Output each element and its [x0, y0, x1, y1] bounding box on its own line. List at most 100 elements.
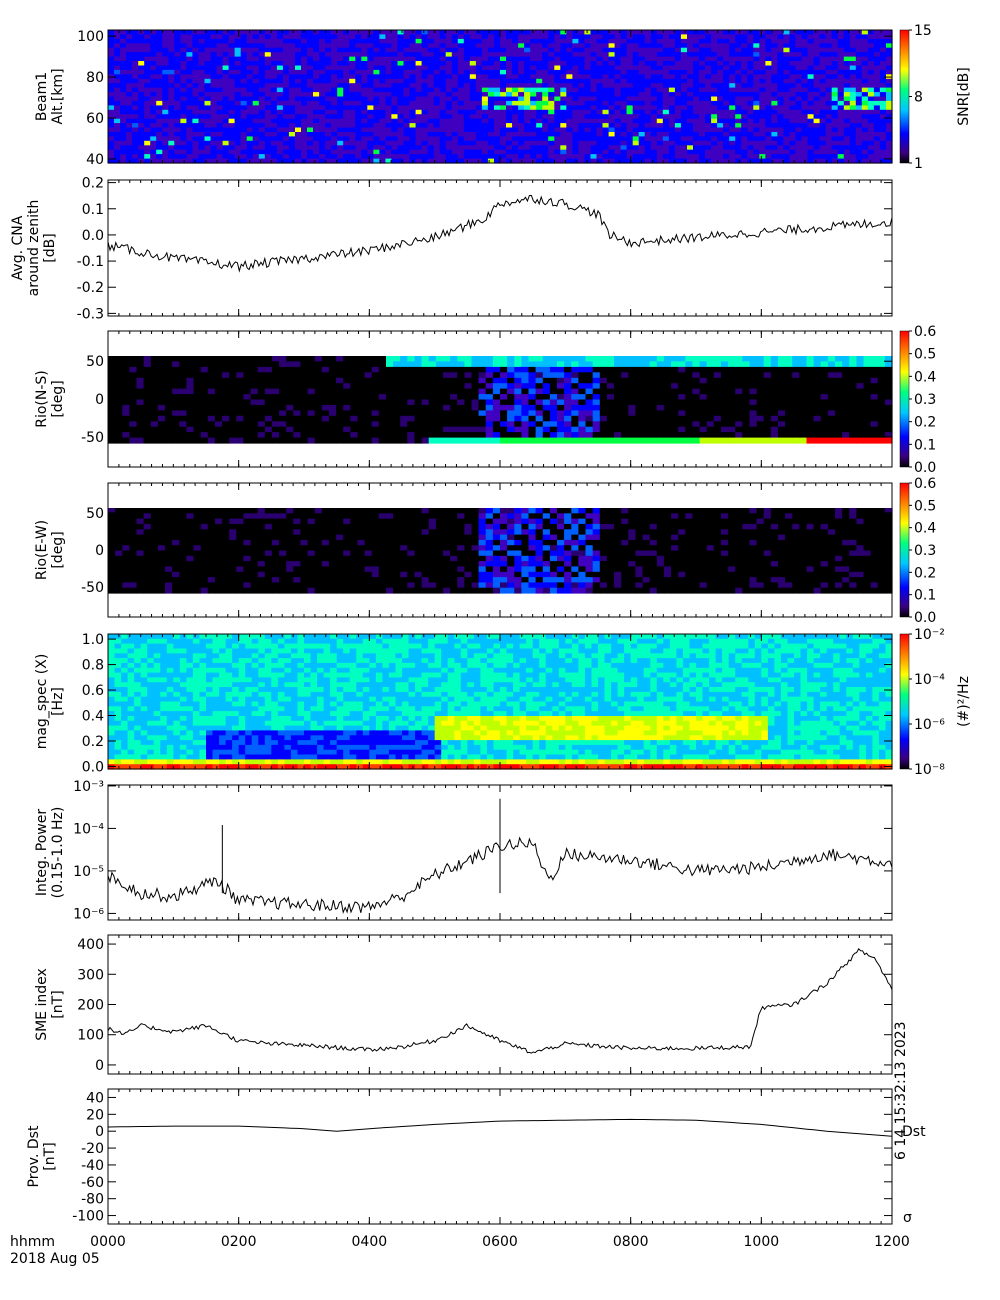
heatmap-cell: [602, 30, 610, 35]
heatmap-cell: [549, 410, 558, 417]
heatmap-cell: [258, 47, 266, 53]
heatmap-cell: [174, 100, 181, 106]
heatmap-cell: [837, 123, 845, 129]
heatmap-cell: [843, 100, 851, 106]
heatmap-cell: [313, 92, 320, 98]
heatmap-cell: [596, 105, 604, 111]
heatmap-cell: [578, 100, 585, 106]
heatmap-cell: [367, 109, 374, 115]
heatmap-cell: [554, 96, 561, 102]
heatmap-cell: [214, 426, 223, 433]
heatmap-cell: [379, 43, 386, 49]
heatmap-cell: [801, 105, 809, 111]
heatmap-cell: [216, 52, 224, 58]
heatmap-cell: [421, 92, 429, 98]
heatmap-cell: [463, 52, 471, 58]
heatmap-cell: [584, 105, 591, 111]
heatmap-cell: [319, 123, 326, 129]
heatmap-cell: [789, 105, 797, 111]
heatmap-cell: [288, 145, 296, 151]
heatmap-cell: [301, 56, 308, 62]
heatmap-cell: [494, 69, 501, 75]
heatmap-cell: [771, 43, 778, 49]
heatmap-cell: [301, 154, 308, 160]
heatmap-cell: [528, 372, 537, 379]
heatmap-cell: [457, 415, 465, 422]
heatmap-cell: [421, 52, 429, 58]
heatmap-cell: [156, 87, 163, 93]
heatmap-cell: [699, 38, 706, 44]
heatmap-cell: [819, 100, 827, 106]
heatmap-cell: [246, 52, 254, 58]
heatmap-cell: [403, 78, 411, 84]
heatmap-cell: [228, 61, 236, 66]
heatmap-cell: [463, 109, 471, 115]
heatmap-cell: [548, 87, 555, 93]
heatmap-cell: [325, 96, 332, 102]
heatmap-cell: [403, 69, 411, 75]
heatmap-cell: [222, 399, 230, 406]
heatmap-cell: [592, 394, 601, 401]
heatmap-cell: [705, 109, 712, 115]
heatmap-cell: [644, 100, 652, 106]
heatmap-cell: [554, 38, 561, 44]
heatmap-cell: [620, 140, 628, 146]
heatmap-cell: [343, 426, 351, 433]
heatmap-cell: [385, 56, 392, 62]
heatmap-cell: [192, 145, 199, 151]
heatmap-cell: [282, 74, 290, 80]
heatmap-cell: [198, 43, 206, 49]
heatmap-cell: [143, 426, 152, 433]
heatmap-cell: [795, 87, 803, 93]
heatmap-cell: [560, 34, 567, 40]
heatmap-cell: [150, 404, 159, 411]
heatmap-cell: [524, 158, 531, 164]
heatmap-cell: [518, 74, 525, 80]
heatmap-cell: [252, 114, 260, 120]
heatmap-cell: [433, 83, 441, 89]
heatmap-cell: [120, 83, 127, 89]
heatmap-cell: [156, 109, 163, 115]
heatmap-cell: [500, 136, 507, 142]
heatmap-cell: [433, 92, 441, 98]
heatmap-cell: [355, 145, 362, 151]
heatmap-cell: [592, 399, 601, 406]
heatmap-cell: [861, 145, 869, 151]
heatmap-cell: [186, 47, 193, 53]
heatmap-cell: [819, 83, 827, 89]
heatmap-cell: [240, 78, 248, 84]
heatmap-cell: [321, 410, 330, 417]
heatmap-cell: [471, 356, 480, 362]
heatmap-cell: [879, 109, 887, 115]
heatmap-cell: [361, 69, 368, 75]
heatmap-cell: [753, 38, 760, 44]
heatmap-cell: [421, 118, 429, 124]
heatmap-cell: [861, 78, 869, 84]
heatmap-cell: [861, 92, 869, 98]
heatmap-cell: [427, 69, 435, 75]
heatmap-cell: [162, 61, 169, 66]
heatmap-cell: [186, 100, 193, 106]
heatmap-cell: [407, 399, 415, 406]
heatmap-cell: [492, 415, 501, 422]
heatmap-cell: [873, 132, 881, 137]
heatmap-cell: [433, 140, 441, 146]
heatmap-cell: [747, 52, 754, 58]
heatmap-cell: [729, 38, 736, 44]
heatmap-cell: [204, 127, 212, 133]
heatmap-cell: [407, 388, 415, 395]
heatmap-cell: [512, 34, 519, 40]
heatmap-cell: [357, 356, 366, 362]
heatmap-cell: [705, 132, 712, 137]
heatmap-cell: [717, 114, 724, 120]
heatmap-cell: [528, 415, 537, 422]
heatmap-cell: [548, 123, 555, 129]
heatmap-cell: [524, 127, 531, 133]
heatmap-cell: [542, 78, 549, 84]
heatmap-cell: [572, 123, 579, 129]
heatmap-cell: [578, 158, 585, 164]
heatmap-cell: [115, 366, 123, 373]
heatmap-cell: [325, 34, 332, 40]
heatmap-cell: [234, 136, 242, 142]
heatmap-cell: [469, 100, 477, 106]
